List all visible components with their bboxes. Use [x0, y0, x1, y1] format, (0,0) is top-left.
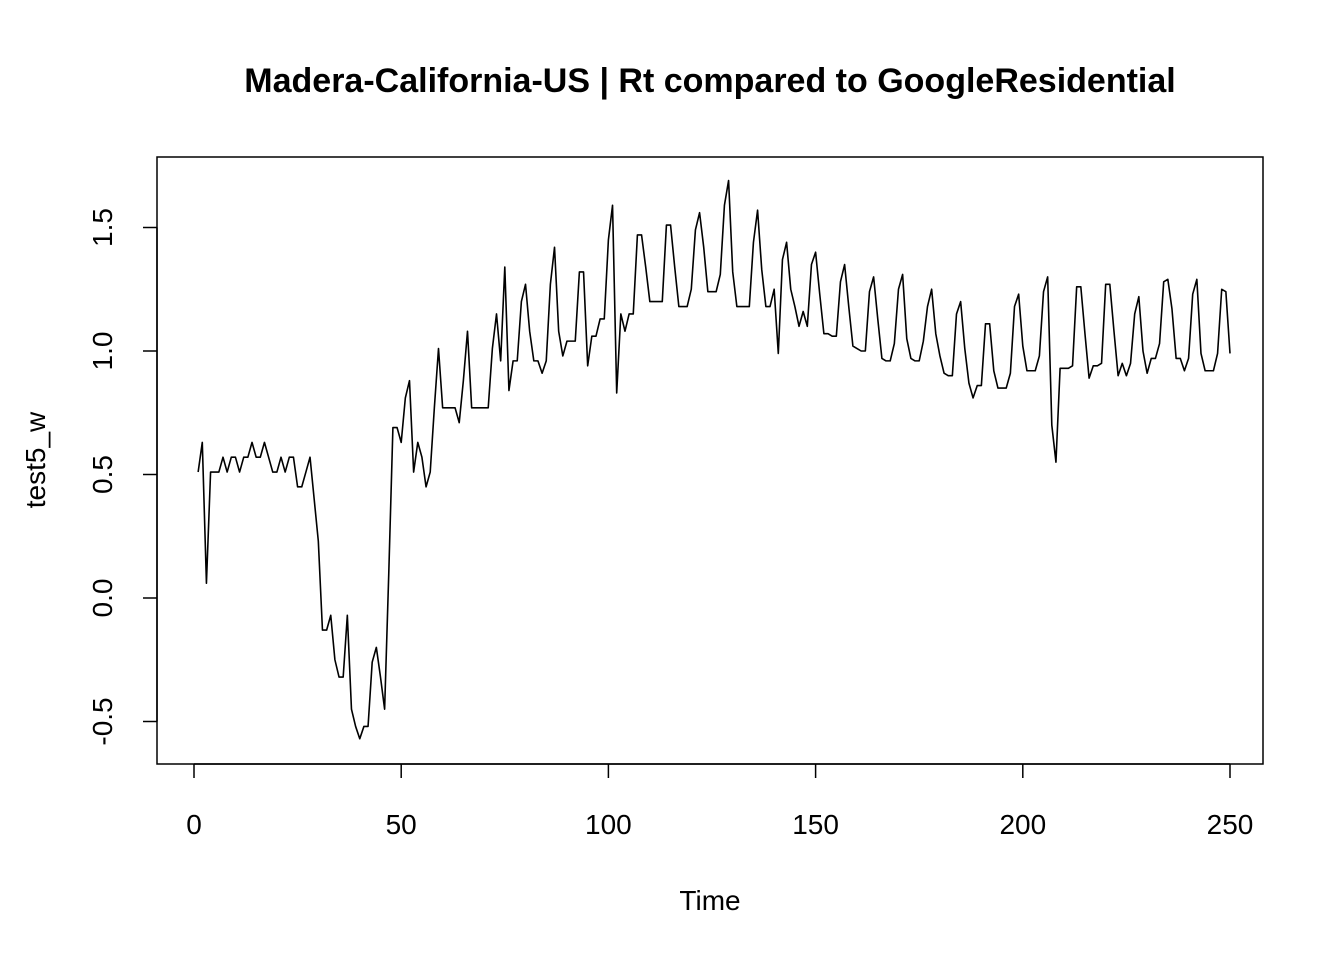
x-axis: 0 50 100 150 200 250 [186, 763, 1254, 840]
x-tick-label: 250 [1207, 809, 1254, 840]
y-tick-label: 0.5 [87, 455, 118, 494]
chart-title: Madera-California-US | Rt compared to Go… [244, 62, 1175, 100]
x-tick-label: 0 [186, 809, 202, 840]
x-tick-label: 150 [792, 809, 839, 840]
y-tick-label: 1.5 [87, 208, 118, 247]
x-axis-label: Time [679, 885, 740, 916]
y-tick-label: -0.5 [87, 697, 118, 745]
y-axis-label: test5_w [20, 411, 51, 508]
series-layer [197, 179, 1231, 740]
x-tick-label: 200 [999, 809, 1046, 840]
series-line-0 [197, 179, 1231, 740]
x-tick-label: 50 [386, 809, 417, 840]
y-tick-label: 0.0 [87, 579, 118, 618]
y-tick-label: 1.0 [87, 332, 118, 371]
x-tick-label: 100 [585, 809, 632, 840]
y-axis: -0.5 0.0 0.5 1.0 1.5 [87, 208, 158, 746]
